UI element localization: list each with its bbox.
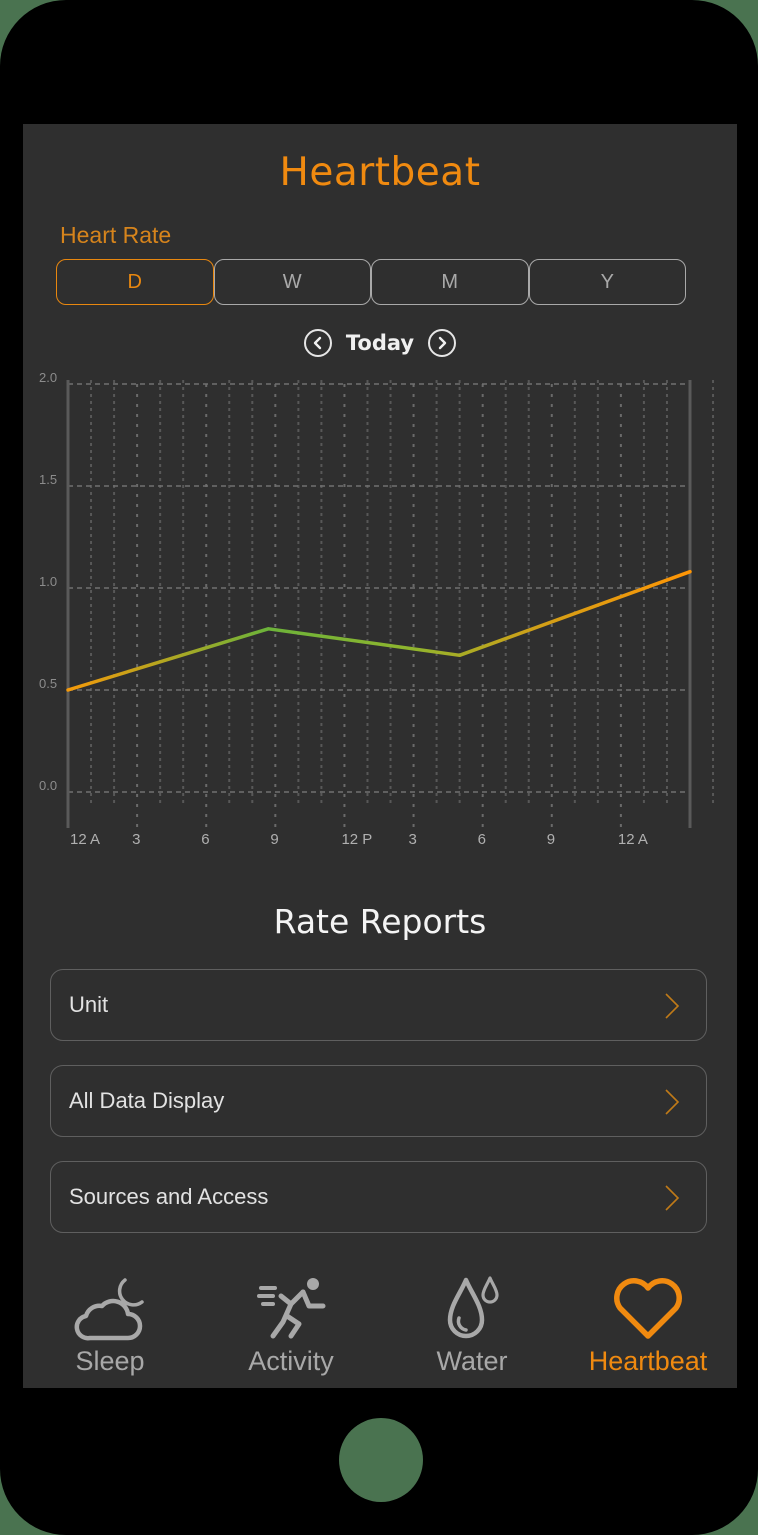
svg-text:1.0: 1.0 xyxy=(39,574,57,589)
chevron-left-icon xyxy=(313,336,322,350)
svg-text:12 P: 12 P xyxy=(341,831,372,848)
minor-gridlines xyxy=(90,380,715,804)
tab-label: Water xyxy=(436,1346,508,1376)
unit-row[interactable]: Unit xyxy=(50,969,707,1041)
chevron-right-icon xyxy=(665,993,680,1019)
svg-text:2.0: 2.0 xyxy=(39,370,57,385)
tab-heartbeat[interactable]: Heartbeat xyxy=(563,1274,733,1384)
range-day-tab[interactable]: D xyxy=(56,259,214,305)
metric-label: Heart Rate xyxy=(60,222,172,248)
svg-text:3: 3 xyxy=(409,831,417,848)
row-label: All Data Display xyxy=(69,1088,225,1113)
svg-text:6: 6 xyxy=(478,831,486,848)
svg-text:1.5: 1.5 xyxy=(39,472,57,487)
major-gridlines xyxy=(136,384,622,828)
svg-text:12 A: 12 A xyxy=(618,831,648,848)
row-label: Unit xyxy=(69,992,109,1017)
heart-icon xyxy=(614,1278,682,1339)
reports-title: Rate Reports xyxy=(273,902,487,941)
date-navigator: Today xyxy=(23,327,737,359)
all-data-display-row[interactable]: All Data Display xyxy=(50,1065,707,1137)
row-label: Sources and Access xyxy=(69,1184,269,1209)
svg-text:12 A: 12 A xyxy=(70,831,100,848)
svg-text:9: 9 xyxy=(547,831,555,848)
range-month-tab[interactable]: M xyxy=(371,259,529,305)
app-screen: Heartbeat Heart Rate D W M Y Today xyxy=(23,124,737,1388)
date-label: Today xyxy=(345,331,415,355)
running-icon xyxy=(257,1278,326,1339)
chevron-right-icon xyxy=(665,1089,680,1115)
x-axis-labels: 12 A 3 6 9 12 P 3 6 9 12 A xyxy=(70,831,648,848)
previous-day-button[interactable] xyxy=(303,329,332,357)
home-button[interactable] xyxy=(339,1418,423,1502)
svg-text:3: 3 xyxy=(132,831,140,848)
svg-text:9: 9 xyxy=(270,831,278,848)
svg-text:6: 6 xyxy=(201,831,209,848)
svg-text:0.5: 0.5 xyxy=(39,676,57,691)
tab-activity[interactable]: Activity xyxy=(206,1274,376,1384)
page-title: Heartbeat xyxy=(279,150,481,195)
chevron-right-icon xyxy=(665,1185,680,1211)
water-drops-icon xyxy=(447,1276,499,1339)
heart-rate-chart: 0.0 0.5 1.0 1.5 2.0 12 A 3 6 9 12 P 3 6 9 12 A xyxy=(39,370,715,848)
range-week-tab[interactable]: W xyxy=(213,259,371,305)
heart-rate-line xyxy=(66,569,692,692)
tab-label: Sleep xyxy=(75,1346,145,1376)
svg-text:0.0: 0.0 xyxy=(39,778,57,793)
tab-label: Heartbeat xyxy=(588,1346,708,1376)
chevron-right-icon xyxy=(438,336,447,350)
cloud-moon-icon xyxy=(74,1278,144,1341)
horizontal-gridlines xyxy=(68,383,690,793)
tab-sleep[interactable]: Sleep xyxy=(25,1274,195,1384)
tab-label: Activity xyxy=(248,1346,334,1376)
range-year-tab[interactable]: Y xyxy=(528,259,686,305)
tab-water[interactable]: Water xyxy=(387,1274,557,1384)
range-segmented-control: D W M Y xyxy=(56,259,686,307)
sources-and-access-row[interactable]: Sources and Access xyxy=(50,1161,707,1233)
y-axis-labels: 0.0 0.5 1.0 1.5 2.0 xyxy=(39,370,57,793)
next-day-button[interactable] xyxy=(428,329,457,357)
